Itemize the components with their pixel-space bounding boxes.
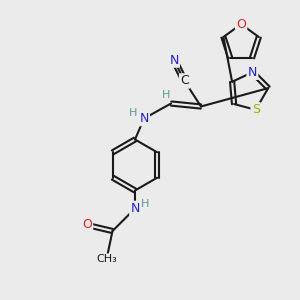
Text: H: H [162, 89, 171, 100]
Text: H: H [129, 107, 138, 118]
Text: CH₃: CH₃ [96, 254, 117, 265]
Text: H: H [141, 199, 150, 209]
Text: S: S [252, 103, 260, 116]
Text: O: O [236, 18, 246, 31]
Text: N: N [248, 66, 257, 79]
Text: C: C [180, 74, 189, 88]
Text: N: N [139, 112, 149, 125]
Text: N: N [130, 202, 140, 215]
Text: O: O [82, 218, 92, 232]
Text: N: N [169, 53, 179, 67]
